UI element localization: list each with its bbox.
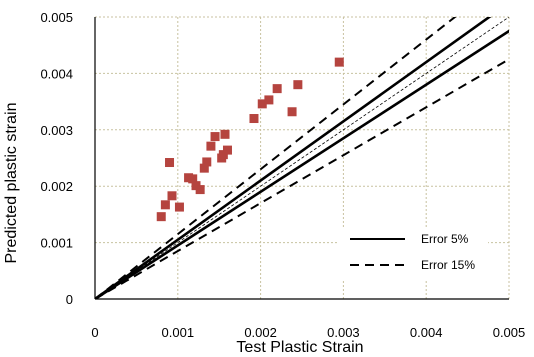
data-point (165, 158, 175, 168)
y-tick-label: 0.004 (40, 66, 73, 81)
x-tick-label: 0 (91, 325, 98, 340)
data-point (167, 191, 177, 201)
x-tick-label: 0.005 (493, 325, 526, 340)
data-points (156, 57, 344, 222)
data-point (195, 185, 205, 195)
data-point (257, 99, 267, 109)
legend-label-error-15: Error 15% (421, 258, 475, 272)
y-tick-label: 0.002 (40, 179, 73, 194)
tick-labels: 0 0.001 0.002 0.003 0.004 0.005 0 0.001 0.002 0.0… (40, 10, 525, 340)
data-point (202, 157, 212, 167)
reference-line-2 (95, 29, 509, 299)
data-point (218, 150, 228, 160)
x-tick-label: 0.003 (327, 325, 360, 340)
data-point (249, 114, 259, 124)
data-point (199, 163, 209, 173)
data-point (220, 129, 230, 139)
data-point (160, 200, 170, 210)
reference-line-4 (95, 58, 509, 299)
x-tick-label: 0.004 (410, 325, 443, 340)
data-point (188, 174, 198, 184)
legend: Error 5% Error 15% (338, 228, 488, 280)
reference-lines (95, 17, 509, 299)
data-point (222, 145, 232, 155)
data-point (206, 141, 216, 151)
reference-line-0 (95, 17, 509, 299)
legend-label-error-5: Error 5% (421, 232, 469, 246)
data-point (210, 132, 220, 142)
legend-box (338, 228, 488, 280)
data-point (174, 202, 184, 212)
reference-line-3 (95, 17, 457, 299)
y-tick-label: 0.001 (40, 236, 73, 251)
x-tick-label: 0.002 (244, 325, 277, 340)
y-axis-title: Predicted plastic strain (3, 103, 20, 264)
y-tick-label: 0.003 (40, 123, 73, 138)
y-tick-label: 0.005 (40, 10, 73, 25)
reference-line-1 (95, 17, 492, 299)
x-axis-title: Test Plastic Strain (236, 339, 363, 356)
data-point (272, 84, 282, 94)
x-tick-label: 0.001 (162, 325, 195, 340)
data-point (334, 57, 344, 67)
data-point (287, 107, 297, 117)
axes (94, 17, 509, 300)
y-tick-label: 0 (66, 292, 73, 307)
data-point (264, 95, 274, 105)
data-point (293, 80, 303, 90)
data-point (156, 212, 166, 222)
